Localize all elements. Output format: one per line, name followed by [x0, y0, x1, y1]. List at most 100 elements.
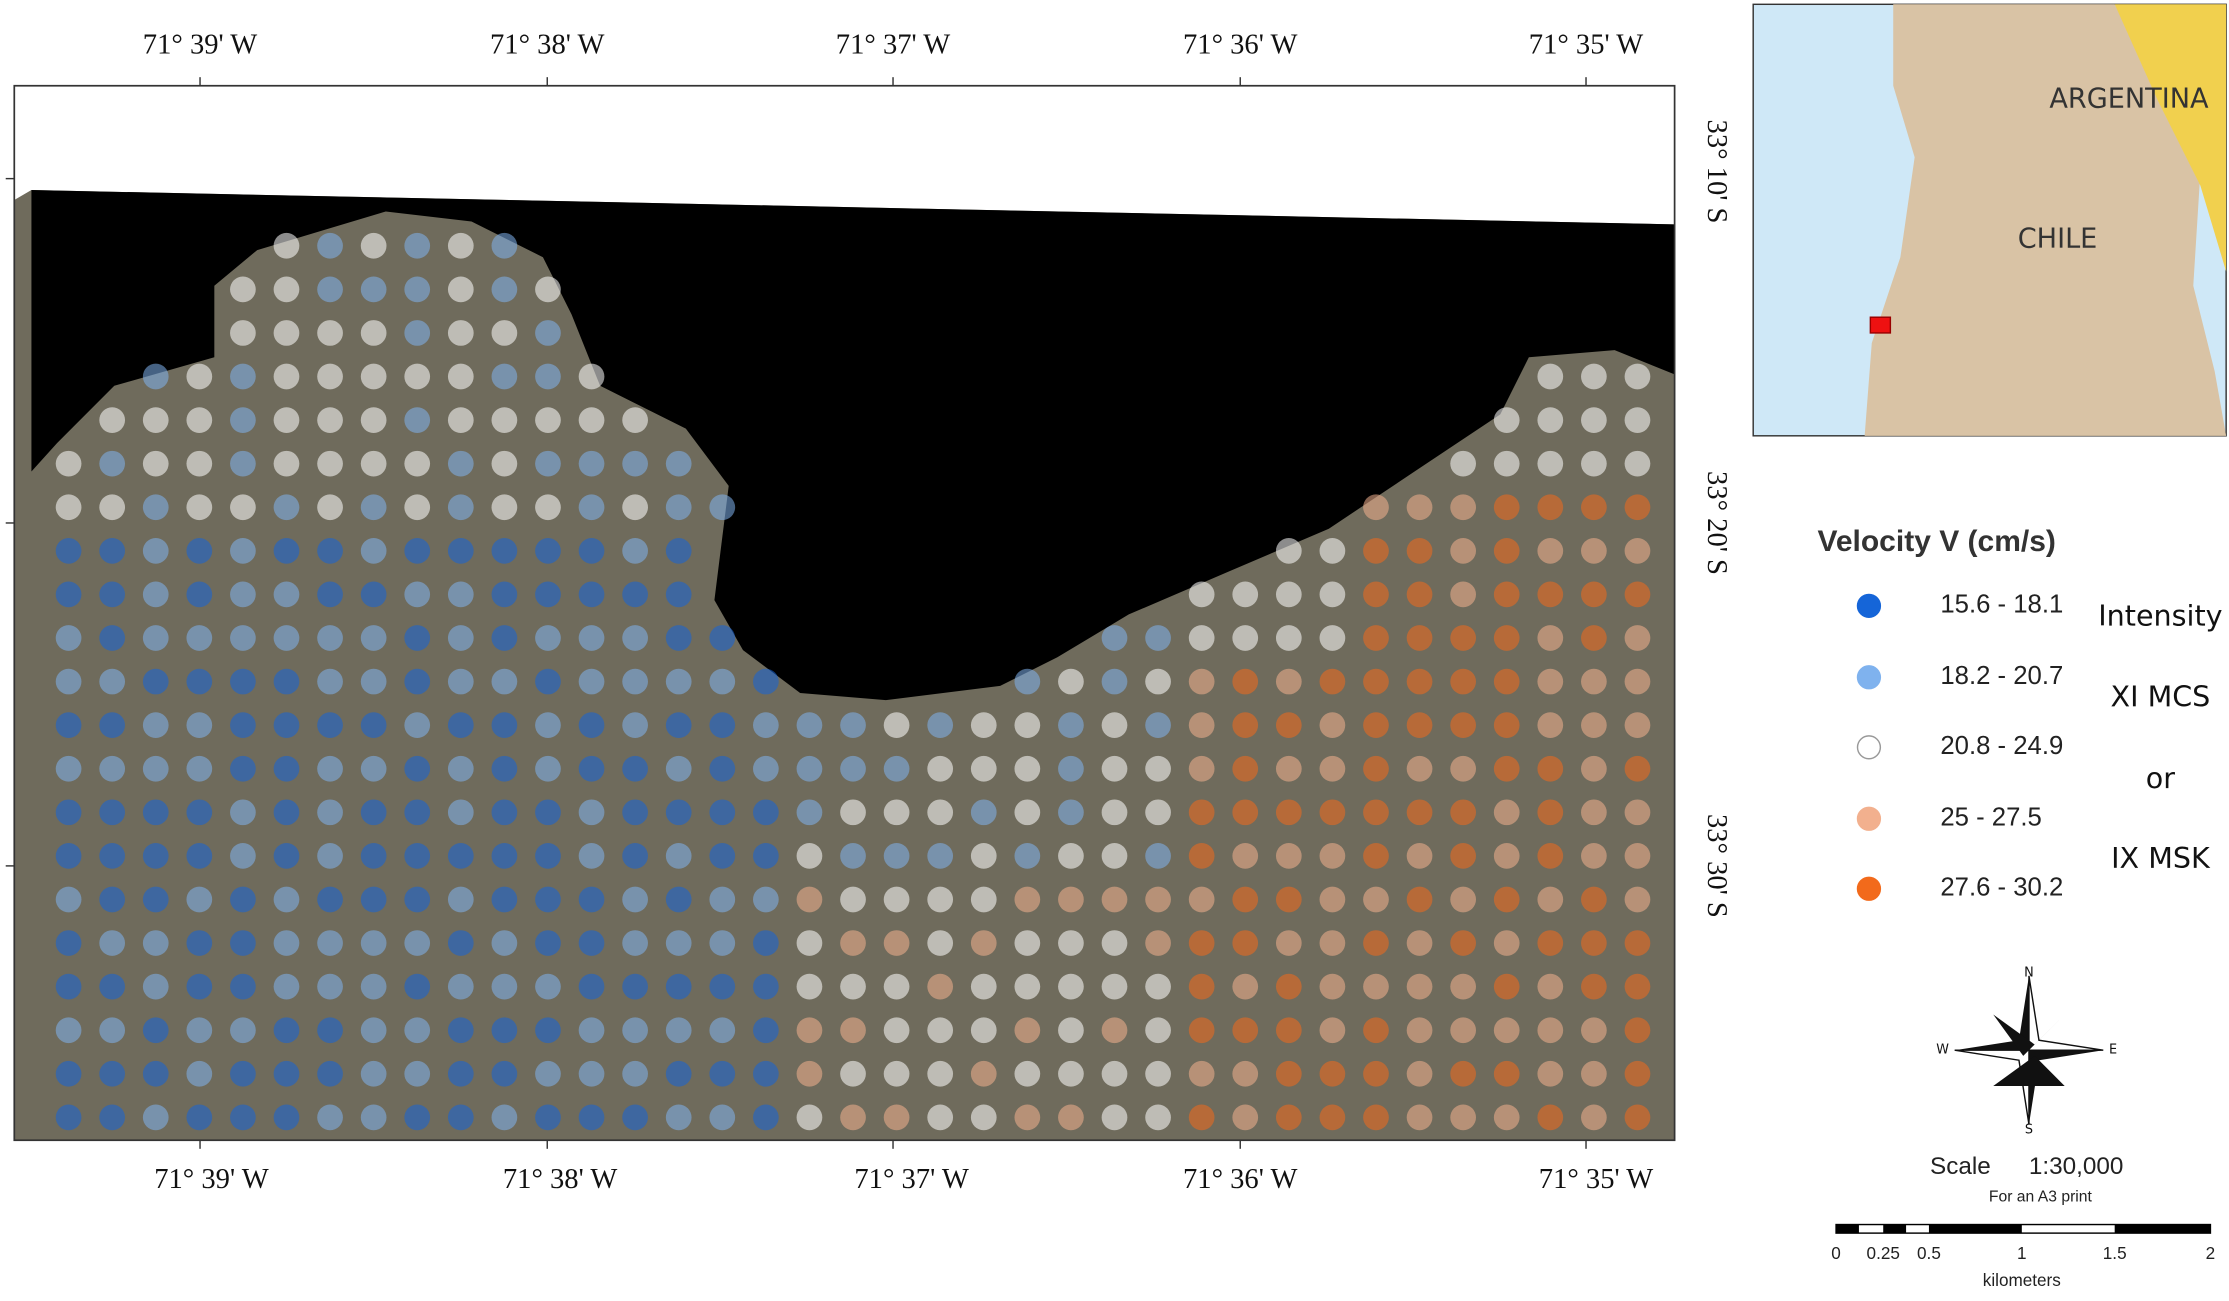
velocity-dot: [666, 756, 692, 782]
velocity-dot: [1276, 538, 1302, 564]
velocity-dot: [709, 887, 735, 913]
legend-symbol: [1858, 877, 1881, 900]
velocity-dot: [230, 494, 256, 520]
velocity-dot: [709, 843, 735, 869]
velocity-dot: [404, 625, 430, 651]
velocity-dot: [535, 843, 561, 869]
velocity-dot: [274, 887, 300, 913]
velocity-dot: [1581, 843, 1607, 869]
velocity-dot: [1581, 887, 1607, 913]
velocity-dot: [579, 1061, 605, 1087]
velocity-dot: [404, 407, 430, 433]
velocity-dot: [317, 930, 343, 956]
velocity-dot: [709, 1017, 735, 1043]
velocity-dot: [971, 1105, 997, 1131]
velocity-dot: [143, 712, 169, 738]
velocity-dot: [971, 974, 997, 1000]
velocity-dot: [1581, 669, 1607, 695]
velocity-dot: [186, 756, 212, 782]
velocity-dot: [492, 1105, 518, 1131]
compass-letter: N: [2024, 966, 2034, 981]
velocity-dot: [1494, 625, 1520, 651]
velocity-dot: [317, 1017, 343, 1043]
velocity-dot: [1014, 712, 1040, 738]
velocity-dot: [579, 494, 605, 520]
velocity-dot: [666, 887, 692, 913]
velocity-dot: [230, 843, 256, 869]
velocity-dot: [1625, 669, 1651, 695]
velocity-dot: [1407, 799, 1433, 825]
velocity-dot: [1537, 582, 1563, 608]
velocity-dot: [1145, 712, 1171, 738]
velocity-dot: [1189, 756, 1215, 782]
velocity-dot: [666, 843, 692, 869]
velocity-dot: [884, 756, 910, 782]
velocity-dot: [448, 233, 474, 259]
velocity-dot: [1320, 843, 1346, 869]
velocity-dot: [1320, 625, 1346, 651]
velocity-dot: [1232, 887, 1258, 913]
velocity-dot: [1145, 756, 1171, 782]
velocity-dot: [535, 887, 561, 913]
velocity-dot: [535, 712, 561, 738]
velocity-dot: [1014, 843, 1040, 869]
velocity-dot: [840, 843, 866, 869]
velocity-dot: [230, 799, 256, 825]
velocity-dot: [143, 625, 169, 651]
velocity-dot: [971, 712, 997, 738]
intensity-text: or: [2146, 761, 2175, 795]
latitude-label: 33° 20' S: [1701, 471, 1732, 575]
velocity-dot: [535, 582, 561, 608]
velocity-dot: [1145, 1061, 1171, 1087]
velocity-dot: [143, 1017, 169, 1043]
velocity-dot: [535, 974, 561, 1000]
velocity-dot: [492, 799, 518, 825]
velocity-dot: [753, 930, 779, 956]
velocity-dot: [1581, 494, 1607, 520]
page: {"map":{ "lon_labels_top":["71° 39' W","…: [0, 0, 2229, 1301]
velocity-dot: [56, 625, 82, 651]
velocity-dot: [1102, 1061, 1128, 1087]
velocity-dot: [186, 407, 212, 433]
velocity-dot: [622, 712, 648, 738]
velocity-dot: [1625, 1105, 1651, 1131]
velocity-dot: [1450, 930, 1476, 956]
velocity-dot: [1058, 669, 1084, 695]
velocity-dot: [1232, 930, 1258, 956]
velocity-dot: [1494, 669, 1520, 695]
velocity-dot: [579, 407, 605, 433]
velocity-dot: [186, 799, 212, 825]
velocity-dot: [1058, 843, 1084, 869]
velocity-dot: [1058, 887, 1084, 913]
scale-ratio: 1:30,000: [2029, 1153, 2124, 1180]
velocity-dot: [99, 669, 125, 695]
velocity-dot: [317, 625, 343, 651]
velocity-dot: [361, 407, 387, 433]
velocity-dot: [317, 407, 343, 433]
velocity-dot: [1276, 843, 1302, 869]
velocity-dot: [1363, 1061, 1389, 1087]
scale-note: For an A3 print: [1989, 1189, 2093, 1206]
longitude-label: 71° 35' W: [1539, 1164, 1653, 1195]
velocity-dot: [971, 887, 997, 913]
velocity-dot: [1450, 582, 1476, 608]
velocity-dot: [1537, 799, 1563, 825]
velocity-dot: [666, 799, 692, 825]
velocity-dot: [840, 1105, 866, 1131]
velocity-dot: [230, 756, 256, 782]
velocity-dot: [1407, 712, 1433, 738]
velocity-dot: [448, 930, 474, 956]
velocity-dot: [56, 756, 82, 782]
velocity-dot: [317, 756, 343, 782]
velocity-dot: [971, 843, 997, 869]
velocity-dot: [1232, 1105, 1258, 1131]
velocity-dot: [448, 712, 474, 738]
velocity-dot: [753, 974, 779, 1000]
velocity-dot: [1625, 930, 1651, 956]
velocity-dot: [186, 712, 212, 738]
velocity-dot: [317, 843, 343, 869]
velocity-dot: [666, 582, 692, 608]
velocity-dot: [361, 756, 387, 782]
velocity-dot: [1450, 538, 1476, 564]
velocity-dot: [317, 887, 343, 913]
